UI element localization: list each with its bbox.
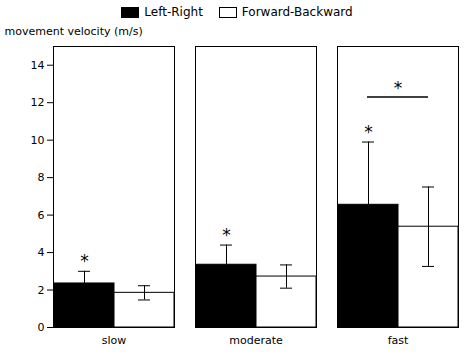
svg-text:6: 6 [38,209,45,222]
html-text:Forward-Backward: Forward-Backward [241,5,353,19]
svg-text:2: 2 [38,284,45,297]
svg-text:moderate: moderate [229,334,283,347]
svg-text:movement velocity (m/s): movement velocity (m/s) [5,25,143,38]
svg-text:8: 8 [38,171,45,184]
html-text:Left-Right: Left-Right [144,5,203,19]
svg-text:0: 0 [38,321,45,334]
svg-text:4: 4 [38,246,45,259]
svg-text:*: * [364,122,373,142]
svg-text:*: * [80,251,89,271]
svg-text:fast: fast [388,334,409,347]
svg-text:*: * [222,225,231,245]
svg-text:slow: slow [102,334,127,347]
svg-text:12: 12 [31,96,45,109]
svg-text:14: 14 [31,59,45,72]
svg-text:10: 10 [31,134,45,147]
svg-text:*: * [394,78,403,98]
